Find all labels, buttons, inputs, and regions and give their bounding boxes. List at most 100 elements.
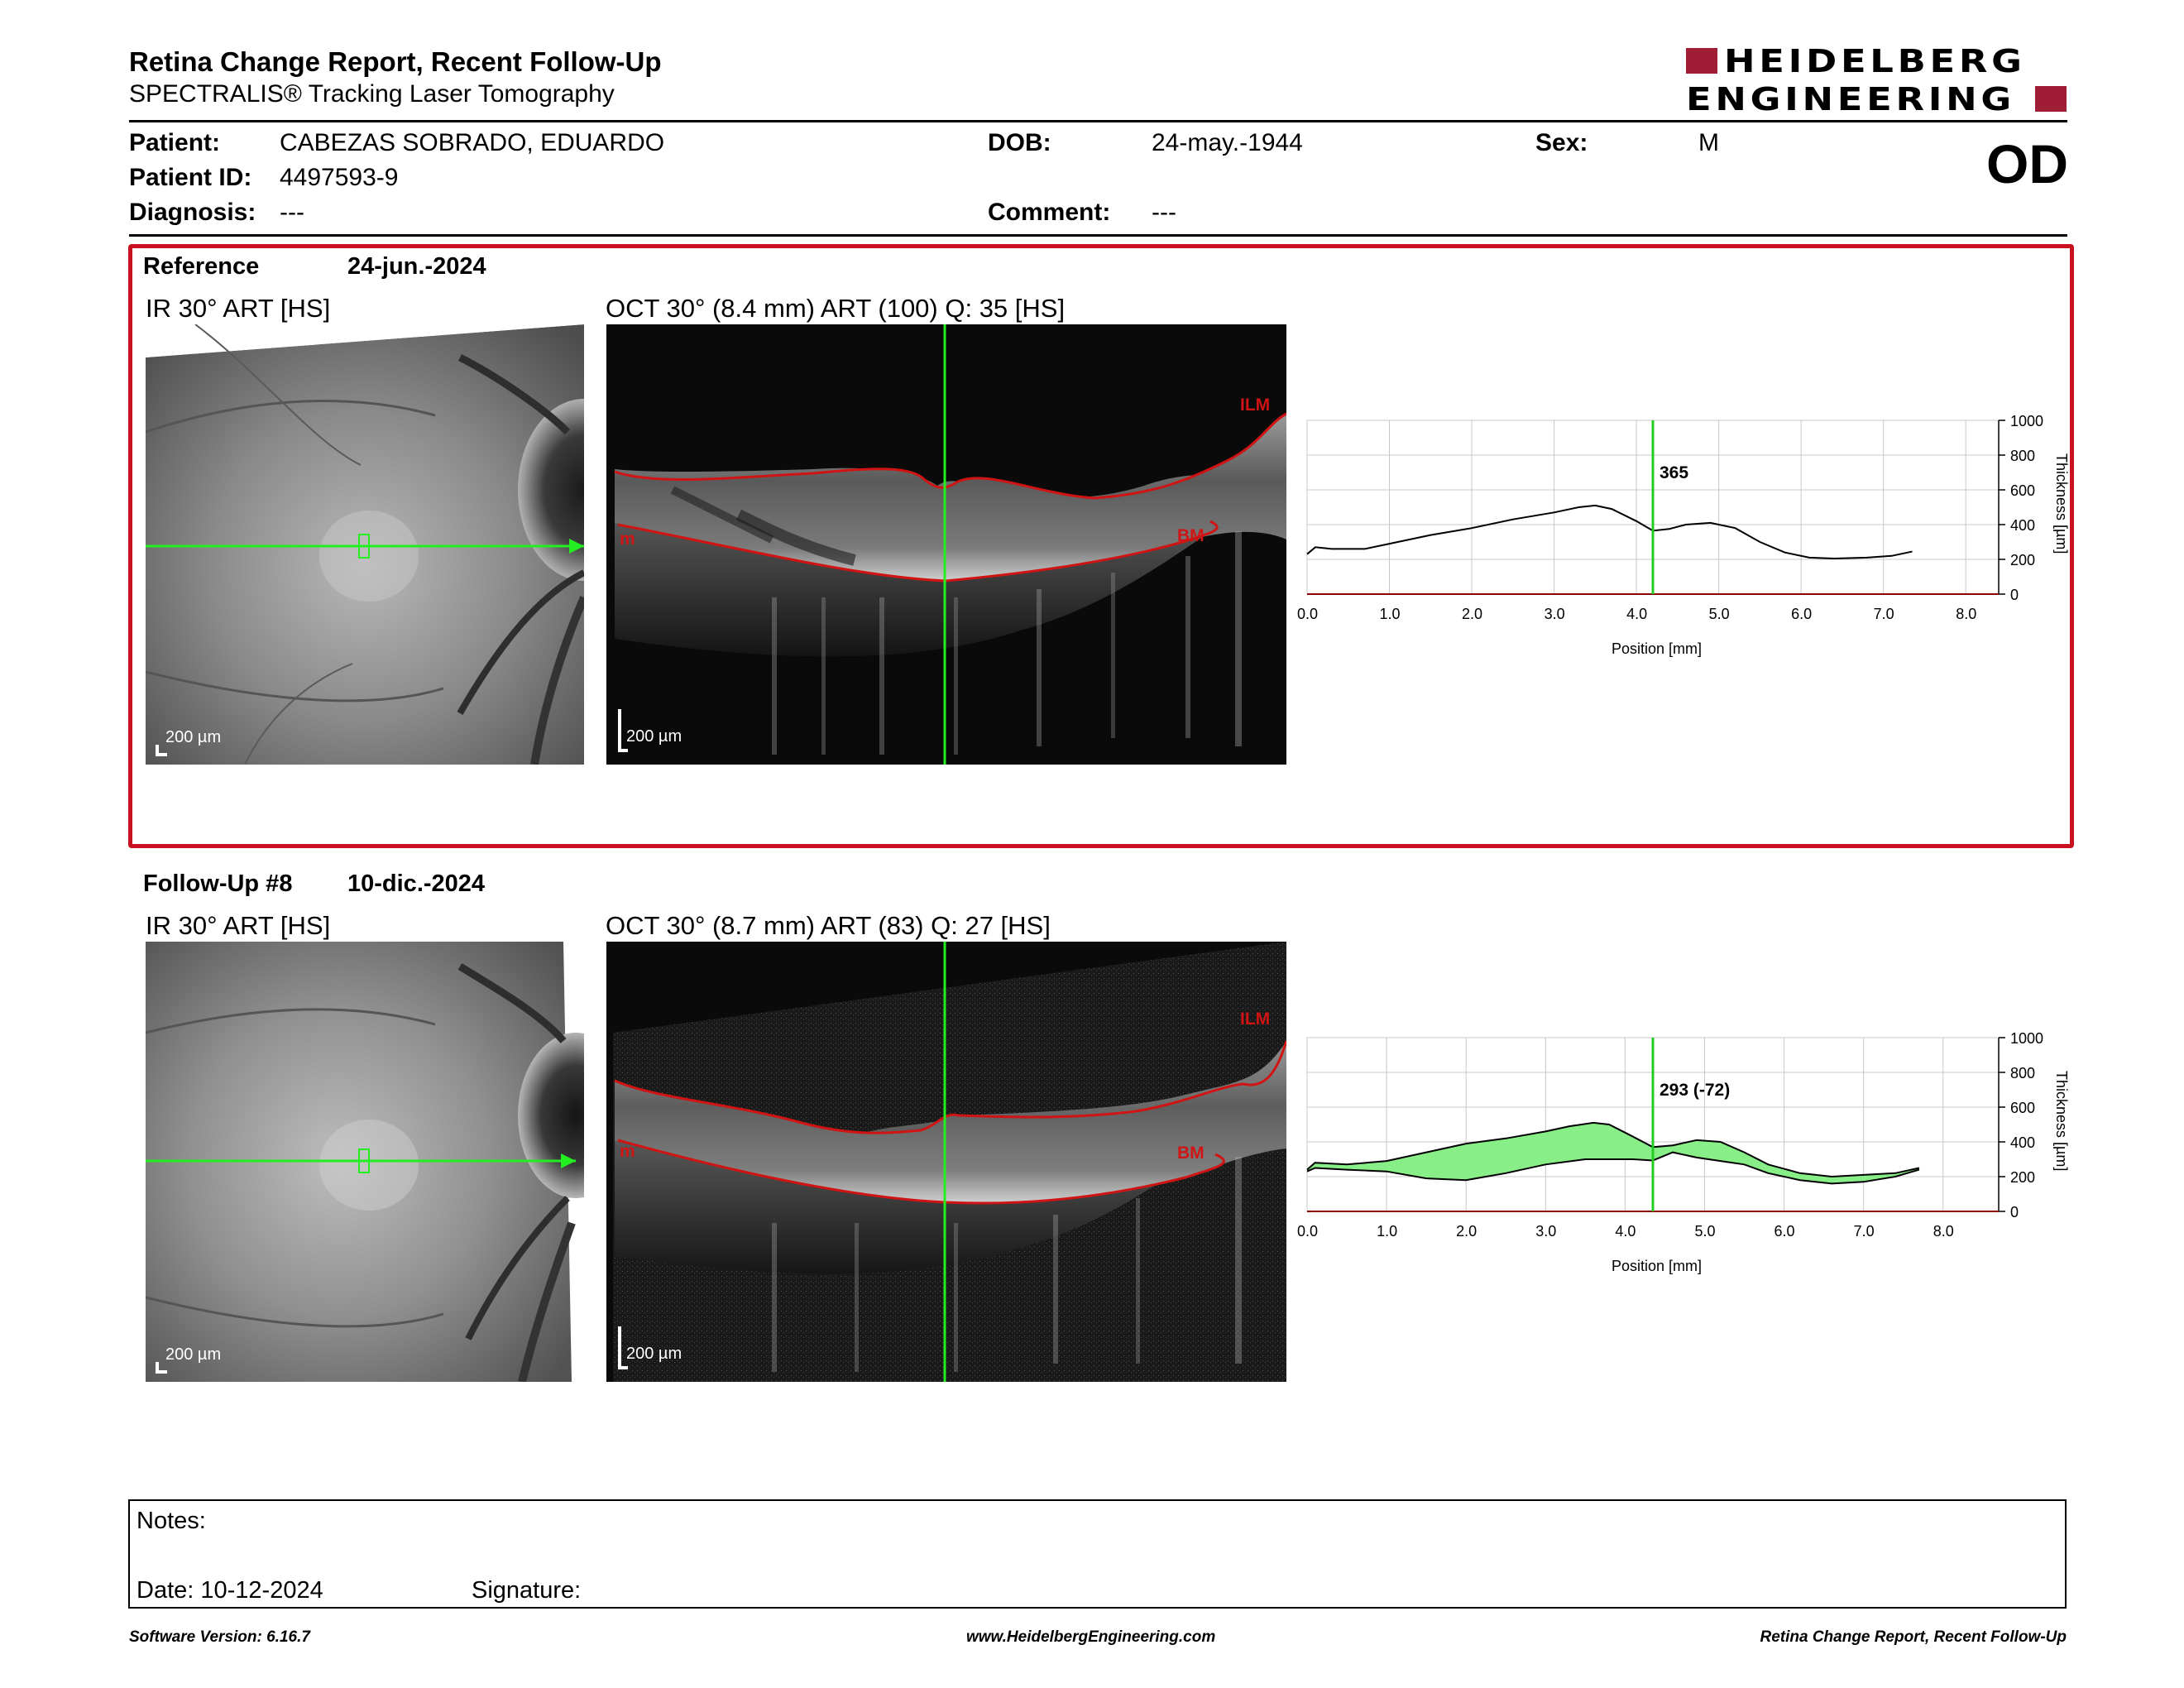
ref-chart-ytick-label: 1000: [2010, 413, 2043, 429]
followup-chart-svg: 0 200 400 600 800 1000 0.0 1.0 2.0 3.0 4.0 5.0 6.0 7.…: [1297, 1030, 2070, 1274]
patient-name: CABEZAS SOBRADO, EDUARDO: [280, 129, 665, 156]
diagnosis-label: Diagnosis:: [129, 199, 256, 226]
eye-indicator: OD: [1986, 133, 2068, 194]
followup-ir-fundus: [146, 942, 584, 1382]
fu-chart-xtick-label: 3.0: [1535, 1223, 1556, 1240]
ref-chart-xtick-label: 7.0: [1874, 606, 1894, 622]
fu-chart-xtick-label: 5.0: [1694, 1223, 1715, 1240]
diagnosis-value: ---: [280, 199, 304, 226]
signature-label: Signature:: [472, 1577, 582, 1604]
header-divider: [129, 120, 2067, 122]
followup-label: Follow-Up #8: [143, 870, 293, 897]
sex-value: M: [1698, 129, 1719, 156]
ref-chart-xaxis-label: Position [mm]: [1612, 640, 1702, 657]
reference-date: 24-jun.-2024: [347, 253, 486, 280]
ref-chart-yaxis-label: Thickness [µm]: [2053, 453, 2068, 554]
fu-chart-xtick-label: 4.0: [1615, 1223, 1636, 1240]
fu-chart-xaxis-label: Position [mm]: [1612, 1258, 1702, 1274]
fu-chart-cursor-value: 293 (-72): [1660, 1081, 1730, 1100]
fu-chart-change-area: [1307, 1122, 1919, 1184]
reference-m-label: m: [620, 530, 635, 549]
followup-bm-label: BM: [1177, 1144, 1205, 1163]
notes-box[interactable]: [128, 1499, 2067, 1609]
date-label: Date: 10-12-2024: [136, 1577, 323, 1604]
footer-version: Software Version: 6.16.7: [129, 1628, 310, 1646]
comment-label: Comment:: [988, 199, 1111, 226]
fu-chart-ytick-label: 800: [2010, 1065, 2035, 1081]
fu-chart-xtick-label: 6.0: [1774, 1223, 1795, 1240]
reference-ir-caption: IR 30° ART [HS]: [146, 294, 331, 323]
fu-chart-xtick-label: 7.0: [1854, 1223, 1875, 1240]
footer-website[interactable]: www.HeidelbergEngineering.com: [966, 1628, 1216, 1646]
dob-label: DOB:: [988, 129, 1051, 156]
reference-thickness-chart: 0 200 400 600 800 1000 0.0 1.0 2.0 3.0 4.0 5.0 6.0 7.…: [1291, 405, 2070, 679]
ref-chart-series-0-line: [1306, 504, 1913, 559]
fu-chart-yaxis-label: Thickness [µm]: [2053, 1071, 2068, 1171]
reference-ir-scale: 200 µm: [165, 728, 222, 746]
report-title: Retina Change Report, Recent Follow-Up: [129, 46, 662, 77]
footer-report-name: Retina Change Report, Recent Follow-Up: [1760, 1628, 2067, 1646]
logo-line2: ENGINEERING: [1686, 81, 2015, 117]
followup-ir-image[interactable]: 200 µm: [146, 942, 584, 1382]
followup-ir-scale: 200 µm: [165, 1345, 222, 1364]
reference-bm-label: BM: [1177, 526, 1205, 545]
reference-chart-svg: 0 200 400 600 800 1000 0.0 1.0 2.0 3.0 4.0 5.0 6.0 7.…: [1297, 413, 2070, 657]
reference-label: Reference: [143, 253, 260, 280]
reference-ir-image[interactable]: 200 µm: [146, 324, 584, 765]
fu-chart-xtick-label: 1.0: [1377, 1223, 1397, 1240]
reference-ilm-label: ILM: [1240, 396, 1270, 415]
ref-chart-xtick-label: 1.0: [1380, 606, 1401, 622]
ref-chart-cursor-value: 365: [1660, 463, 1688, 482]
followup-oct-bscan: ILM BM m: [613, 942, 1286, 1382]
report-subtitle: SPECTRALIS® Tracking Laser Tomography: [129, 80, 615, 108]
fu-chart-ytick-label: 200: [2010, 1169, 2035, 1186]
patient-label: Patient:: [129, 129, 221, 156]
comment-value: ---: [1152, 199, 1176, 226]
patient-id: 4497593-9: [280, 164, 399, 191]
dob-value: 24-may.-1944: [1152, 129, 1303, 156]
fu-chart-xtick-label: 2.0: [1456, 1223, 1477, 1240]
ref-chart-ytick-label: 400: [2010, 517, 2035, 534]
followup-m-label: m: [620, 1142, 635, 1161]
logo-square-right: [2035, 86, 2067, 112]
reference-oct-image[interactable]: ILM BM m 200 µm: [606, 324, 1286, 765]
reference-oct-scale: 200 µm: [626, 727, 682, 746]
followup-thickness-chart: 0 200 400 600 800 1000 0.0 1.0 2.0 3.0 4.0 5.0 6.0 7.…: [1291, 1023, 2070, 1296]
ref-chart-xtick-label: 8.0: [1956, 606, 1976, 622]
followup-oct-scale: 200 µm: [626, 1345, 682, 1363]
reference-highlight-box: [128, 244, 2074, 848]
logo-square-left: [1686, 48, 1717, 74]
fu-chart-ytick-label: 400: [2010, 1134, 2035, 1151]
ref-chart-ytick-label: 600: [2010, 482, 2035, 499]
followup-ir-caption: IR 30° ART [HS]: [146, 911, 331, 940]
fu-chart-xtick-label: 8.0: [1933, 1223, 1954, 1240]
heidelberg-logo: HEIDELBERG ENGINEERING: [1686, 46, 2067, 118]
fu-chart-series-0-line: [1306, 1151, 1920, 1185]
fu-chart-series-1-line: [1306, 1121, 1920, 1178]
fu-chart-ytick-label: 0: [2010, 1204, 2019, 1220]
patient-divider: [129, 234, 2067, 237]
reference-oct-caption: OCT 30° (8.4 mm) ART (100) Q: 35 [HS]: [606, 294, 1066, 323]
ref-chart-xtick-label: 4.0: [1626, 606, 1647, 622]
notes-label: Notes:: [136, 1508, 206, 1534]
followup-oct-image[interactable]: ILM BM m 200 µm: [606, 942, 1286, 1382]
logo-line1: HEIDELBERG: [1724, 43, 2026, 79]
reference-ir-fundus: [146, 324, 584, 765]
ref-chart-xtick-label: 3.0: [1545, 606, 1565, 622]
followup-ilm-label: ILM: [1240, 1009, 1270, 1029]
patient-id-label: Patient ID:: [129, 164, 252, 191]
followup-oct-caption: OCT 30° (8.7 mm) ART (83) Q: 27 [HS]: [606, 911, 1051, 940]
ref-chart-ytick-label: 800: [2010, 448, 2035, 464]
sex-label: Sex:: [1535, 129, 1588, 156]
followup-date: 10-dic.-2024: [347, 870, 486, 897]
ref-chart-xtick-label: 0.0: [1297, 606, 1318, 622]
ref-chart-xtick-label: 2.0: [1462, 606, 1482, 622]
reference-oct-bscan: ILM BM m: [614, 324, 1286, 765]
ref-chart-ytick-label: 0: [2010, 587, 2019, 603]
ref-chart-xtick-label: 5.0: [1709, 606, 1730, 622]
ref-chart-xtick-label: 6.0: [1791, 606, 1812, 622]
fu-chart-ytick-label: 600: [2010, 1100, 2035, 1116]
fu-chart-xtick-label: 0.0: [1297, 1223, 1318, 1240]
fu-chart-ytick-label: 1000: [2010, 1030, 2043, 1047]
ref-chart-ytick-label: 200: [2010, 552, 2035, 568]
